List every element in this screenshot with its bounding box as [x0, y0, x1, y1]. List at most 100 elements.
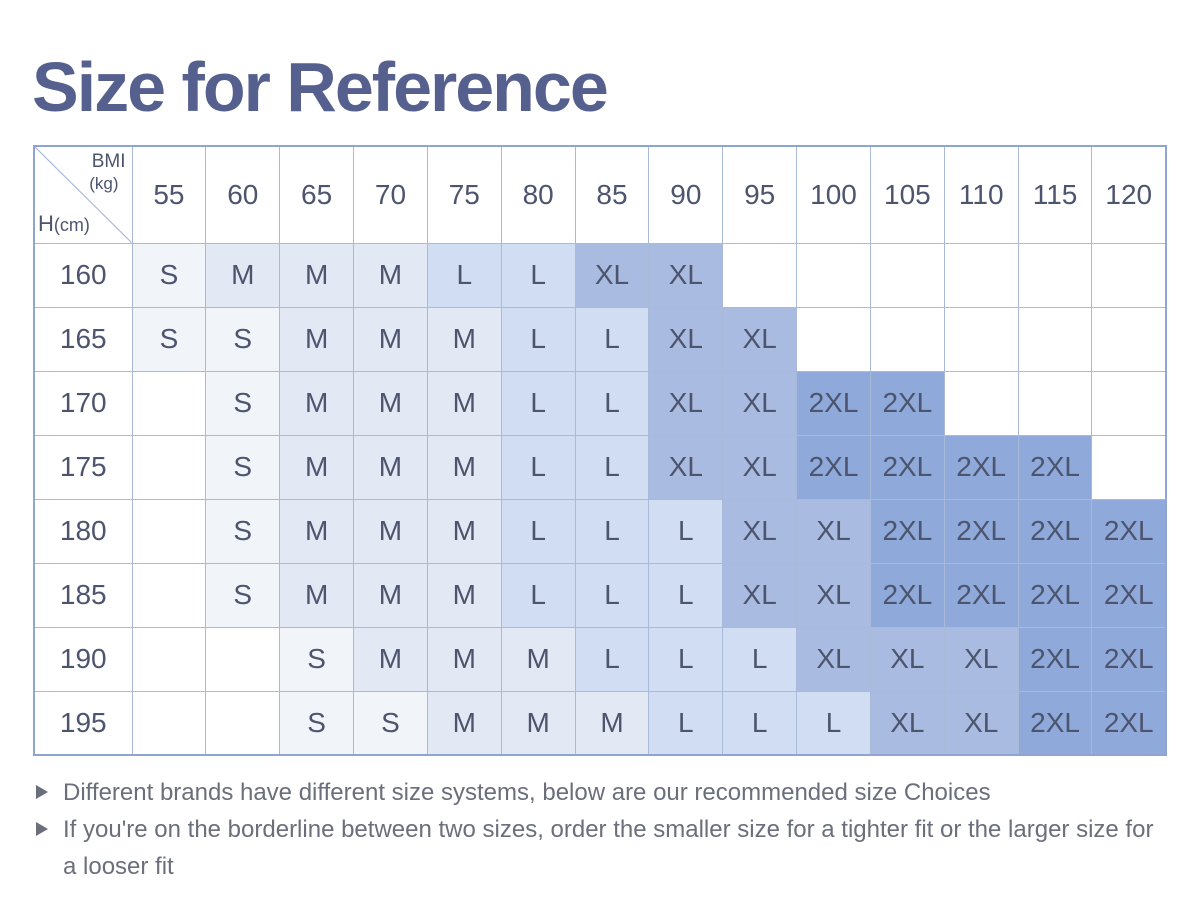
size-cell: M	[279, 370, 355, 436]
height-row-header: 160	[33, 242, 133, 308]
size-cell: XL	[796, 562, 871, 628]
size-cell: 2XL	[869, 434, 945, 500]
size-cell: XL	[869, 626, 945, 692]
table-corner-cell: BMI (kg) H(cm)	[33, 145, 133, 244]
size-cell: 2XL	[869, 498, 945, 564]
triangle-bullet-icon	[36, 785, 48, 799]
size-cell: M	[574, 690, 650, 756]
size-cell: L	[500, 242, 576, 308]
empty-cell	[131, 562, 207, 628]
note-text: Different brands have different size sys…	[63, 779, 991, 806]
empty-cell	[796, 242, 871, 308]
empty-cell	[722, 242, 798, 308]
empty-cell	[205, 690, 281, 756]
table-row: 190 S M M M L L L XL XL XL 2XL 2XL	[33, 626, 1167, 692]
size-cell: M	[500, 626, 576, 692]
weight-column-header: 85	[574, 145, 650, 244]
weight-column-header: 110	[943, 145, 1019, 244]
weight-column-header: 120	[1091, 145, 1167, 244]
size-cell: L	[426, 242, 502, 308]
note-item: If you're on the borderline between two …	[36, 811, 1156, 885]
size-cell: M	[279, 306, 355, 372]
height-row-header: 165	[33, 306, 133, 372]
size-cell: M	[279, 498, 355, 564]
size-cell: L	[574, 498, 650, 564]
weight-column-header: 105	[869, 145, 945, 244]
table-row: 165 S S M M M L L XL XL	[33, 306, 1167, 372]
size-cell: S	[279, 626, 355, 692]
size-cell: L	[574, 626, 650, 692]
size-cell: M	[426, 690, 502, 756]
size-cell: M	[279, 434, 355, 500]
note-text: If you're on the borderline between two …	[63, 816, 1154, 880]
weight-column-header: 100	[796, 145, 871, 244]
height-row-header: 180	[33, 498, 133, 564]
size-cell: L	[574, 370, 650, 436]
empty-cell	[1091, 370, 1167, 436]
size-cell: L	[574, 434, 650, 500]
empty-cell	[131, 498, 207, 564]
size-cell: S	[353, 690, 428, 756]
weight-column-header: 60	[205, 145, 281, 244]
size-cell: L	[722, 626, 798, 692]
empty-cell	[869, 242, 945, 308]
size-cell: L	[500, 498, 576, 564]
size-cell: M	[279, 242, 355, 308]
size-cell: M	[205, 242, 281, 308]
size-cell: M	[353, 242, 428, 308]
size-cell: L	[722, 690, 798, 756]
size-cell: L	[648, 498, 724, 564]
size-cell: M	[353, 306, 428, 372]
size-cell: M	[500, 690, 576, 756]
size-cell: S	[205, 434, 281, 500]
size-cell: XL	[648, 306, 724, 372]
height-row-header: 175	[33, 434, 133, 500]
height-row-header: 170	[33, 370, 133, 436]
weight-column-header: 95	[722, 145, 798, 244]
size-cell: 2XL	[943, 434, 1019, 500]
size-cell: M	[353, 562, 428, 628]
size-cell: S	[131, 306, 207, 372]
empty-cell	[1017, 306, 1093, 372]
weight-column-header: 70	[353, 145, 428, 244]
empty-cell	[131, 690, 207, 756]
weight-column-header: 55	[131, 145, 207, 244]
size-cell: XL	[722, 562, 798, 628]
height-row-header: 190	[33, 626, 133, 692]
size-cell: 2XL	[943, 498, 1019, 564]
weight-column-header: 80	[500, 145, 576, 244]
empty-cell	[796, 306, 871, 372]
empty-cell	[943, 306, 1019, 372]
size-cell: XL	[869, 690, 945, 756]
empty-cell	[1017, 370, 1093, 436]
height-label: H(cm)	[38, 211, 90, 237]
notes-list: Different brands have different size sys…	[36, 774, 1156, 885]
size-cell: XL	[722, 498, 798, 564]
weight-column-header: 90	[648, 145, 724, 244]
size-cell: S	[205, 498, 281, 564]
size-cell: M	[353, 370, 428, 436]
empty-cell	[943, 242, 1019, 308]
size-cell: M	[353, 626, 428, 692]
size-cell: M	[353, 498, 428, 564]
size-cell: L	[500, 306, 576, 372]
weight-column-header: 75	[426, 145, 502, 244]
size-cell: 2XL	[1091, 498, 1167, 564]
size-cell: S	[279, 690, 355, 756]
size-chart-table: BMI (kg) H(cm) 55 60 65 70 75 80 85 90 95 100 105 1…	[33, 145, 1167, 756]
table-row: 195 S S M M M L L L XL XL 2XL 2XL	[33, 690, 1167, 756]
size-cell: XL	[722, 306, 798, 372]
size-cell: 2XL	[796, 370, 871, 436]
size-cell: 2XL	[943, 562, 1019, 628]
size-cell: 2XL	[1091, 626, 1167, 692]
size-cell: M	[426, 498, 502, 564]
weight-column-header: 65	[279, 145, 355, 244]
size-cell: L	[796, 690, 871, 756]
size-cell: M	[426, 370, 502, 436]
size-cell: XL	[796, 626, 871, 692]
empty-cell	[1017, 242, 1093, 308]
table-row: 175 S M M M L L XL XL 2XL 2XL 2XL 2XL	[33, 434, 1167, 500]
bmi-label: BMI	[91, 151, 126, 172]
table-row: 160 S M M M L L XL XL	[33, 242, 1167, 308]
weight-unit-label: (kg)	[89, 174, 119, 193]
